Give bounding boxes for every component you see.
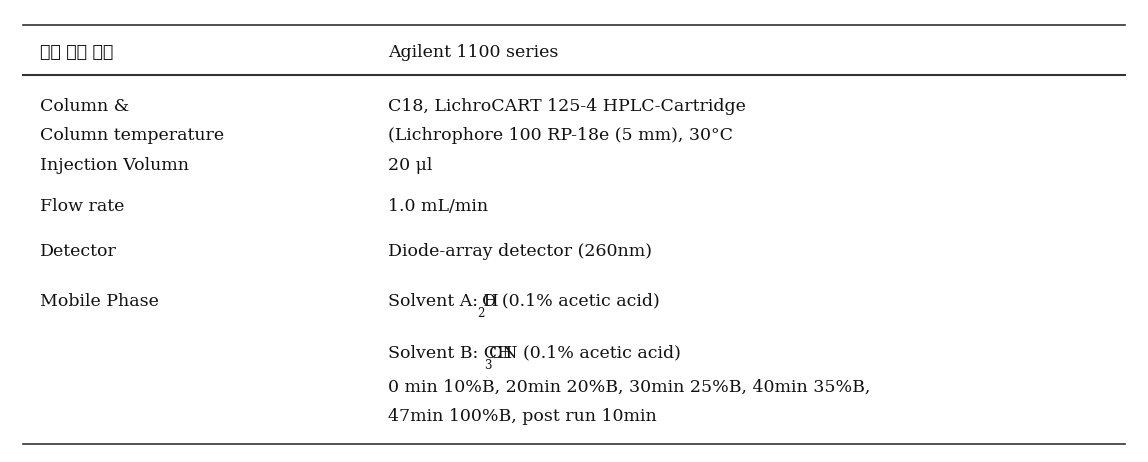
Text: Detector: Detector [39, 243, 116, 260]
Text: 0 min 10%B, 20min 20%B, 30min 25%B, 40min 35%B,: 0 min 10%B, 20min 20%B, 30min 25%B, 40mi… [388, 379, 870, 395]
Text: 장비 또는 구분: 장비 또는 구분 [39, 44, 113, 61]
Text: Column temperature: Column temperature [39, 128, 224, 145]
Text: Solvent B: CH: Solvent B: CH [388, 345, 513, 362]
Text: 1.0 mL/min: 1.0 mL/min [388, 198, 489, 214]
Text: 2: 2 [476, 307, 484, 320]
Text: Diode-array detector (260nm): Diode-array detector (260nm) [388, 243, 652, 260]
Text: CN (0.1% acetic acid): CN (0.1% acetic acid) [489, 345, 681, 362]
Text: C18, LichroCART 125-4 HPLC-Cartridge: C18, LichroCART 125-4 HPLC-Cartridge [388, 98, 746, 115]
Text: Solvent A: H: Solvent A: H [388, 293, 499, 310]
Text: Agilent 1100 series: Agilent 1100 series [388, 44, 559, 61]
Text: Flow rate: Flow rate [39, 198, 124, 214]
Text: Mobile Phase: Mobile Phase [39, 293, 158, 310]
Text: Column &: Column & [39, 98, 129, 115]
Text: 47min 100%B, post run 10min: 47min 100%B, post run 10min [388, 408, 657, 425]
Text: Injection Volumn: Injection Volumn [39, 157, 188, 174]
Text: 3: 3 [484, 359, 491, 372]
Text: 20 μl: 20 μl [388, 157, 433, 174]
Text: (Lichrophore 100 RP-18e (5 mm), 30°C: (Lichrophore 100 RP-18e (5 mm), 30°C [388, 128, 734, 145]
Text: O (0.1% acetic acid): O (0.1% acetic acid) [482, 293, 660, 310]
